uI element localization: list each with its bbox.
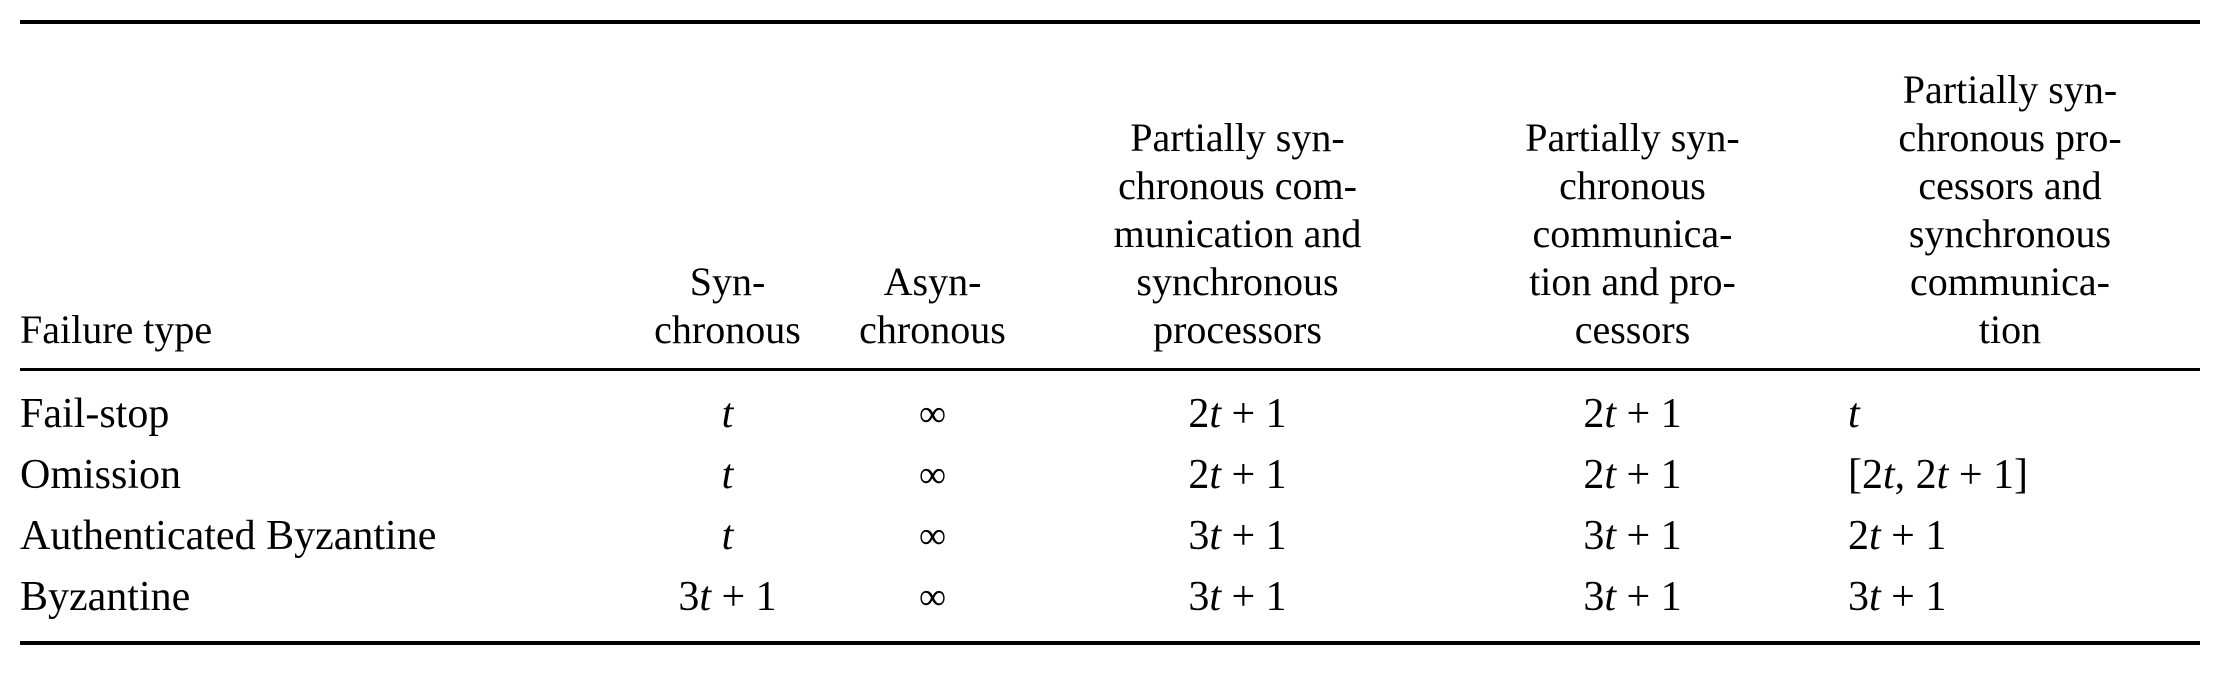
variable-t: t: [1209, 390, 1221, 437]
table-cell: t: [620, 444, 835, 505]
variable-t: t: [1604, 573, 1616, 620]
table-cell: 2t + 1: [1820, 505, 2200, 566]
variable-t: t: [1209, 451, 1221, 498]
table-body: Fail-stop t ∞ 2t + 1 2t + 1 t Omission t ∞ 2t + 1…: [20, 371, 2200, 627]
failure-resiliency-body: Fail-stop t ∞ 2t + 1 2t + 1 t Omission t ∞ 2t + 1…: [20, 371, 2200, 627]
cell-text: + 1: [1615, 390, 1682, 437]
row-label: Authenticated Byzantine: [20, 512, 437, 559]
cell-text: + 1: [1220, 573, 1287, 620]
cell-text: + 1: [1615, 512, 1682, 559]
table-cell: 2t + 1: [1030, 444, 1445, 505]
cell-text: ∞: [918, 454, 947, 496]
header-label: Asyn- chronous: [859, 259, 1006, 352]
table-cell: 2t + 1: [1030, 371, 1445, 444]
table-cell: 3t + 1: [1445, 505, 1820, 566]
cell-text: [2: [1848, 451, 1883, 498]
header-label: Partially syn- chronous communica- tion …: [1525, 115, 1740, 352]
header-row: Failure type Syn- chronous Asyn- chronou…: [20, 24, 2200, 368]
table-cell: 3t + 1: [1445, 566, 1820, 627]
variable-t: t: [699, 573, 711, 620]
variable-t: t: [1848, 390, 1860, 437]
variable-t: t: [1869, 573, 1881, 620]
row-label: Fail-stop: [20, 390, 170, 437]
table-cell: 2t + 1: [1445, 444, 1820, 505]
cell-text: 2: [1188, 390, 1210, 437]
variable-t: t: [1604, 451, 1616, 498]
cell-text: 2: [1583, 390, 1605, 437]
table-cell: 3t + 1: [1030, 566, 1445, 627]
cell-text: 3: [1583, 512, 1605, 559]
cell-text: + 1: [1220, 390, 1287, 437]
cell-text: + 1]: [1948, 451, 2029, 498]
bottom-rule: [20, 641, 2200, 645]
variable-t: t: [1604, 390, 1616, 437]
table-row: Byzantine 3t + 1 ∞ 3t + 1 3t + 1 3t + 1: [20, 566, 2200, 627]
table-cell: 3t + 1: [1820, 566, 2200, 627]
variable-t: t: [1209, 573, 1221, 620]
cell-text: 3: [1583, 573, 1605, 620]
variable-t: t: [721, 390, 734, 437]
header-partial-comm-and-proc: Partially syn- chronous communica- tion …: [1445, 24, 1820, 368]
cell-text: + 1: [1880, 512, 1947, 559]
cell-text: + 1: [1615, 451, 1682, 498]
header-rule: [20, 368, 2200, 371]
table-cell: 2t + 1: [1445, 371, 1820, 444]
header-label: Failure type: [20, 307, 213, 352]
table-cell: t: [620, 371, 835, 444]
cell-text: ∞: [918, 576, 947, 618]
table-cell: 3t + 1: [1030, 505, 1445, 566]
header-synchronous: Syn- chronous: [620, 24, 835, 368]
header-label: Partially syn- chronous com- munication …: [1113, 115, 1362, 352]
cell-text: + 1: [1880, 573, 1947, 620]
header-asynchronous: Asyn- chronous: [835, 24, 1030, 368]
table-cell: t: [620, 505, 835, 566]
header-partial-proc-sync-comm: Partially syn- chronous pro- cessors and…: [1820, 24, 2200, 368]
variable-t: t: [1209, 512, 1221, 559]
header-failure-type: Failure type: [20, 24, 620, 368]
table-row: Omission t ∞ 2t + 1 2t + 1 [2t, 2t + 1]: [20, 444, 2200, 505]
table-cell: ∞: [835, 371, 1030, 444]
cell-text: ∞: [918, 393, 947, 435]
cell-text: 2: [1848, 512, 1869, 559]
cell-text: 2: [1188, 451, 1210, 498]
cell-text: 3: [1848, 573, 1869, 620]
cell-text: 3: [1188, 512, 1210, 559]
results-table-container: Failure type Syn- chronous Asyn- chronou…: [20, 20, 2200, 645]
header-label: Partially syn- chronous pro- cessors and…: [1898, 67, 2122, 352]
table-cell: 3t + 1: [620, 566, 835, 627]
table-cell: ∞: [835, 566, 1030, 627]
table-cell: ∞: [835, 444, 1030, 505]
cell-text: + 1: [710, 573, 777, 620]
table-header: Failure type Syn- chronous Asyn- chronou…: [20, 24, 2200, 368]
row-label: Omission: [20, 451, 182, 498]
cell-text: + 1: [1220, 512, 1287, 559]
header-label: Syn- chronous: [654, 259, 801, 352]
variable-t: t: [1869, 512, 1881, 559]
variable-t: t: [721, 451, 734, 498]
cell-text: 3: [678, 573, 700, 620]
variable-t: t: [1936, 451, 1949, 498]
table-row: Authenticated Byzantine t ∞ 3t + 1 3t + 1 2t …: [20, 505, 2200, 566]
table-cell: ∞: [835, 505, 1030, 566]
variable-t: t: [1604, 512, 1616, 559]
variable-t: t: [721, 512, 734, 559]
failure-resiliency-table: Failure type Syn- chronous Asyn- chronou…: [20, 24, 2200, 368]
cell-text: + 1: [1220, 451, 1287, 498]
table-cell: [2t, 2t + 1]: [1820, 444, 2200, 505]
cell-text: ∞: [918, 515, 947, 557]
cell-text: 3: [1188, 573, 1210, 620]
row-label: Byzantine: [20, 573, 191, 620]
cell-text: , 2: [1894, 451, 1937, 498]
cell-text: 2: [1583, 451, 1605, 498]
header-partial-comm-sync-proc: Partially syn- chronous com- munication …: [1030, 24, 1445, 368]
table-cell: t: [1820, 371, 2200, 444]
top-rule: [20, 20, 2200, 24]
cell-text: + 1: [1615, 573, 1682, 620]
variable-t: t: [1883, 451, 1895, 498]
